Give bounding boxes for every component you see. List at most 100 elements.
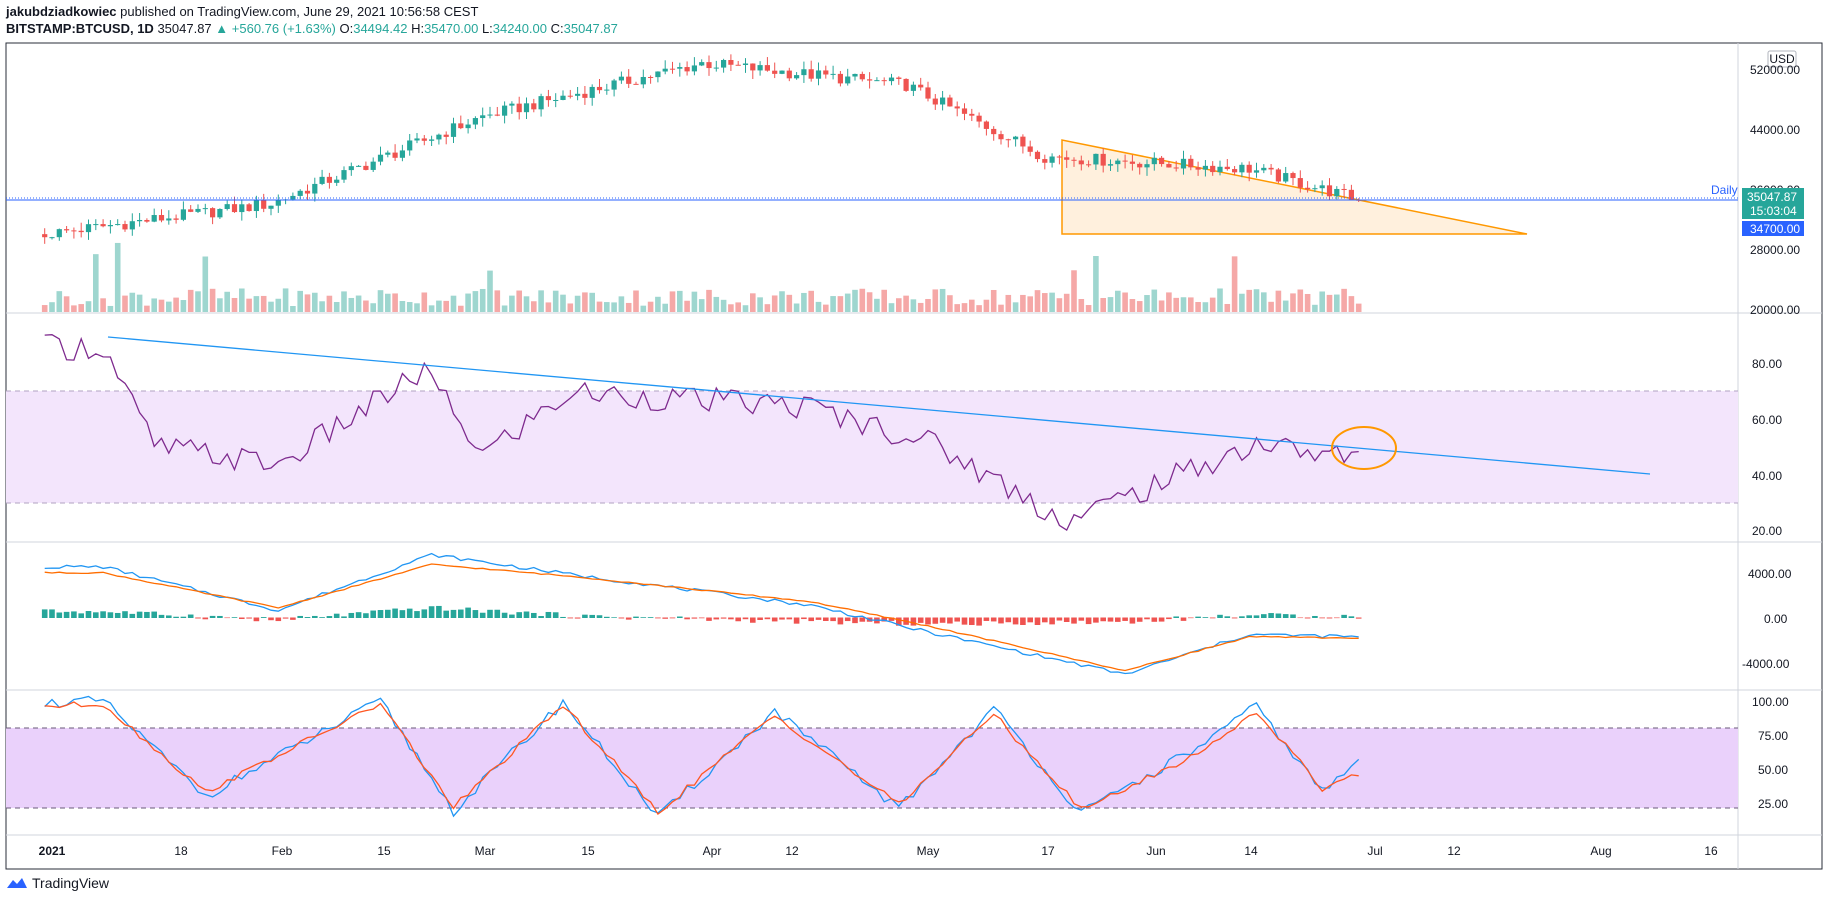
candle <box>429 135 435 146</box>
time-tick: 15 <box>581 844 595 858</box>
macd-hist-bar <box>1042 617 1048 623</box>
volume-bar <box>589 292 595 312</box>
candle <box>217 208 223 220</box>
candle <box>713 60 719 72</box>
volume-bar <box>1261 292 1267 312</box>
volume-bar <box>107 305 114 312</box>
candle <box>523 97 530 119</box>
volume-bar <box>961 303 968 312</box>
volume-bar <box>1231 256 1238 312</box>
volume-bar <box>319 301 325 312</box>
volume-bar <box>742 305 749 312</box>
macd-hist-bar <box>100 611 106 618</box>
macd-hist-bar <box>698 617 705 619</box>
currency-badge[interactable]: USD <box>1767 50 1797 68</box>
macd-hist-bar <box>114 612 121 618</box>
macd-hist-bar <box>1071 617 1077 624</box>
candle <box>348 162 354 176</box>
publish-info: jakubdziadkowiec published on TradingVie… <box>6 4 478 19</box>
volume-bar <box>830 296 836 312</box>
candle <box>188 205 194 213</box>
volume-bar <box>100 298 106 312</box>
volume-bar <box>1056 298 1063 312</box>
rsi-tick: 20.00 <box>1752 524 1782 538</box>
candle <box>516 96 522 120</box>
volume-bar <box>1209 297 1216 312</box>
price-tick: 20000.00 <box>1750 303 1800 317</box>
macd-hist-bar <box>954 617 960 622</box>
macd-hist-bar <box>107 612 114 618</box>
publisher-name[interactable]: jakubdziadkowiec <box>6 4 117 19</box>
rsi-trendline[interactable] <box>107 336 1651 475</box>
macd-hist-bar <box>326 616 333 618</box>
volume-bar <box>567 303 574 312</box>
volume-bar <box>823 304 829 312</box>
volume-bar <box>1071 270 1077 312</box>
candle <box>823 65 829 79</box>
volume-bar <box>691 291 698 312</box>
volume-bar <box>158 299 165 312</box>
last-price-box <box>1742 188 1804 219</box>
macd-hist-bar <box>217 615 223 618</box>
macd-hist-bar <box>523 611 530 618</box>
candle <box>1049 153 1055 168</box>
candle <box>1217 160 1223 176</box>
candle <box>465 119 471 134</box>
triangle-pattern[interactable] <box>1061 139 1528 235</box>
macd-hist-bar <box>852 617 858 624</box>
volume-bar <box>224 291 230 312</box>
macd-hist-bar <box>713 617 720 620</box>
volume-bar <box>122 295 128 312</box>
time-tick: Apr <box>703 844 722 858</box>
macd-hist-bar <box>370 610 376 618</box>
macd-hist-bar <box>720 617 727 619</box>
candle <box>261 193 267 213</box>
candle <box>1086 160 1092 168</box>
candle <box>1115 158 1121 172</box>
highlight-ellipse[interactable] <box>1331 426 1397 470</box>
volume-bar <box>1166 292 1172 312</box>
volume-bar <box>326 295 333 312</box>
macd-hist-bar <box>399 610 406 618</box>
candle <box>480 107 486 127</box>
volume-bar <box>881 289 887 312</box>
footer-brand[interactable]: TradingView <box>6 875 109 891</box>
volume-bar <box>1188 297 1194 312</box>
stoch-tick: 50.00 <box>1758 763 1788 777</box>
symbol-label[interactable]: BITSTAMP:BTCUSD, 1D <box>6 21 154 36</box>
volume-bar <box>1107 297 1114 312</box>
stoch-d-line <box>44 701 1359 816</box>
macd-hist-bar <box>1049 617 1055 625</box>
candle <box>1253 162 1260 178</box>
candle <box>881 77 887 86</box>
candle <box>253 195 259 218</box>
volume-bar <box>1319 291 1325 312</box>
macd-hist-bar <box>516 612 522 618</box>
volume-bar <box>698 299 705 312</box>
candle <box>1297 170 1303 193</box>
macd-hist-bar <box>231 617 238 618</box>
volume-bar <box>888 303 895 312</box>
volume-bar <box>472 291 479 312</box>
candle <box>815 62 822 86</box>
candle <box>1129 154 1135 171</box>
macd-hist-bar <box>801 617 807 620</box>
time-axis[interactable]: 2021 18 Feb 15 Mar 15 Apr 12 May 17 Jun … <box>39 844 1718 858</box>
volume-bar <box>209 288 216 312</box>
volume-bar <box>1239 293 1245 312</box>
macd-hist-bar <box>706 617 712 621</box>
macd-hist-bar <box>49 609 55 618</box>
macd-hist-bar <box>1093 617 1099 623</box>
macd-hist-bar <box>793 617 800 624</box>
volume-bar <box>1034 290 1041 312</box>
volume-bar <box>1253 289 1260 312</box>
macd-hist-bar <box>742 617 749 620</box>
candle <box>1334 186 1340 200</box>
macd-hist-bar <box>596 615 603 618</box>
candle <box>932 94 938 110</box>
macd-hist-bar <box>1188 617 1194 619</box>
candle <box>356 165 362 167</box>
candle <box>669 61 676 74</box>
volume-bar <box>173 297 179 312</box>
